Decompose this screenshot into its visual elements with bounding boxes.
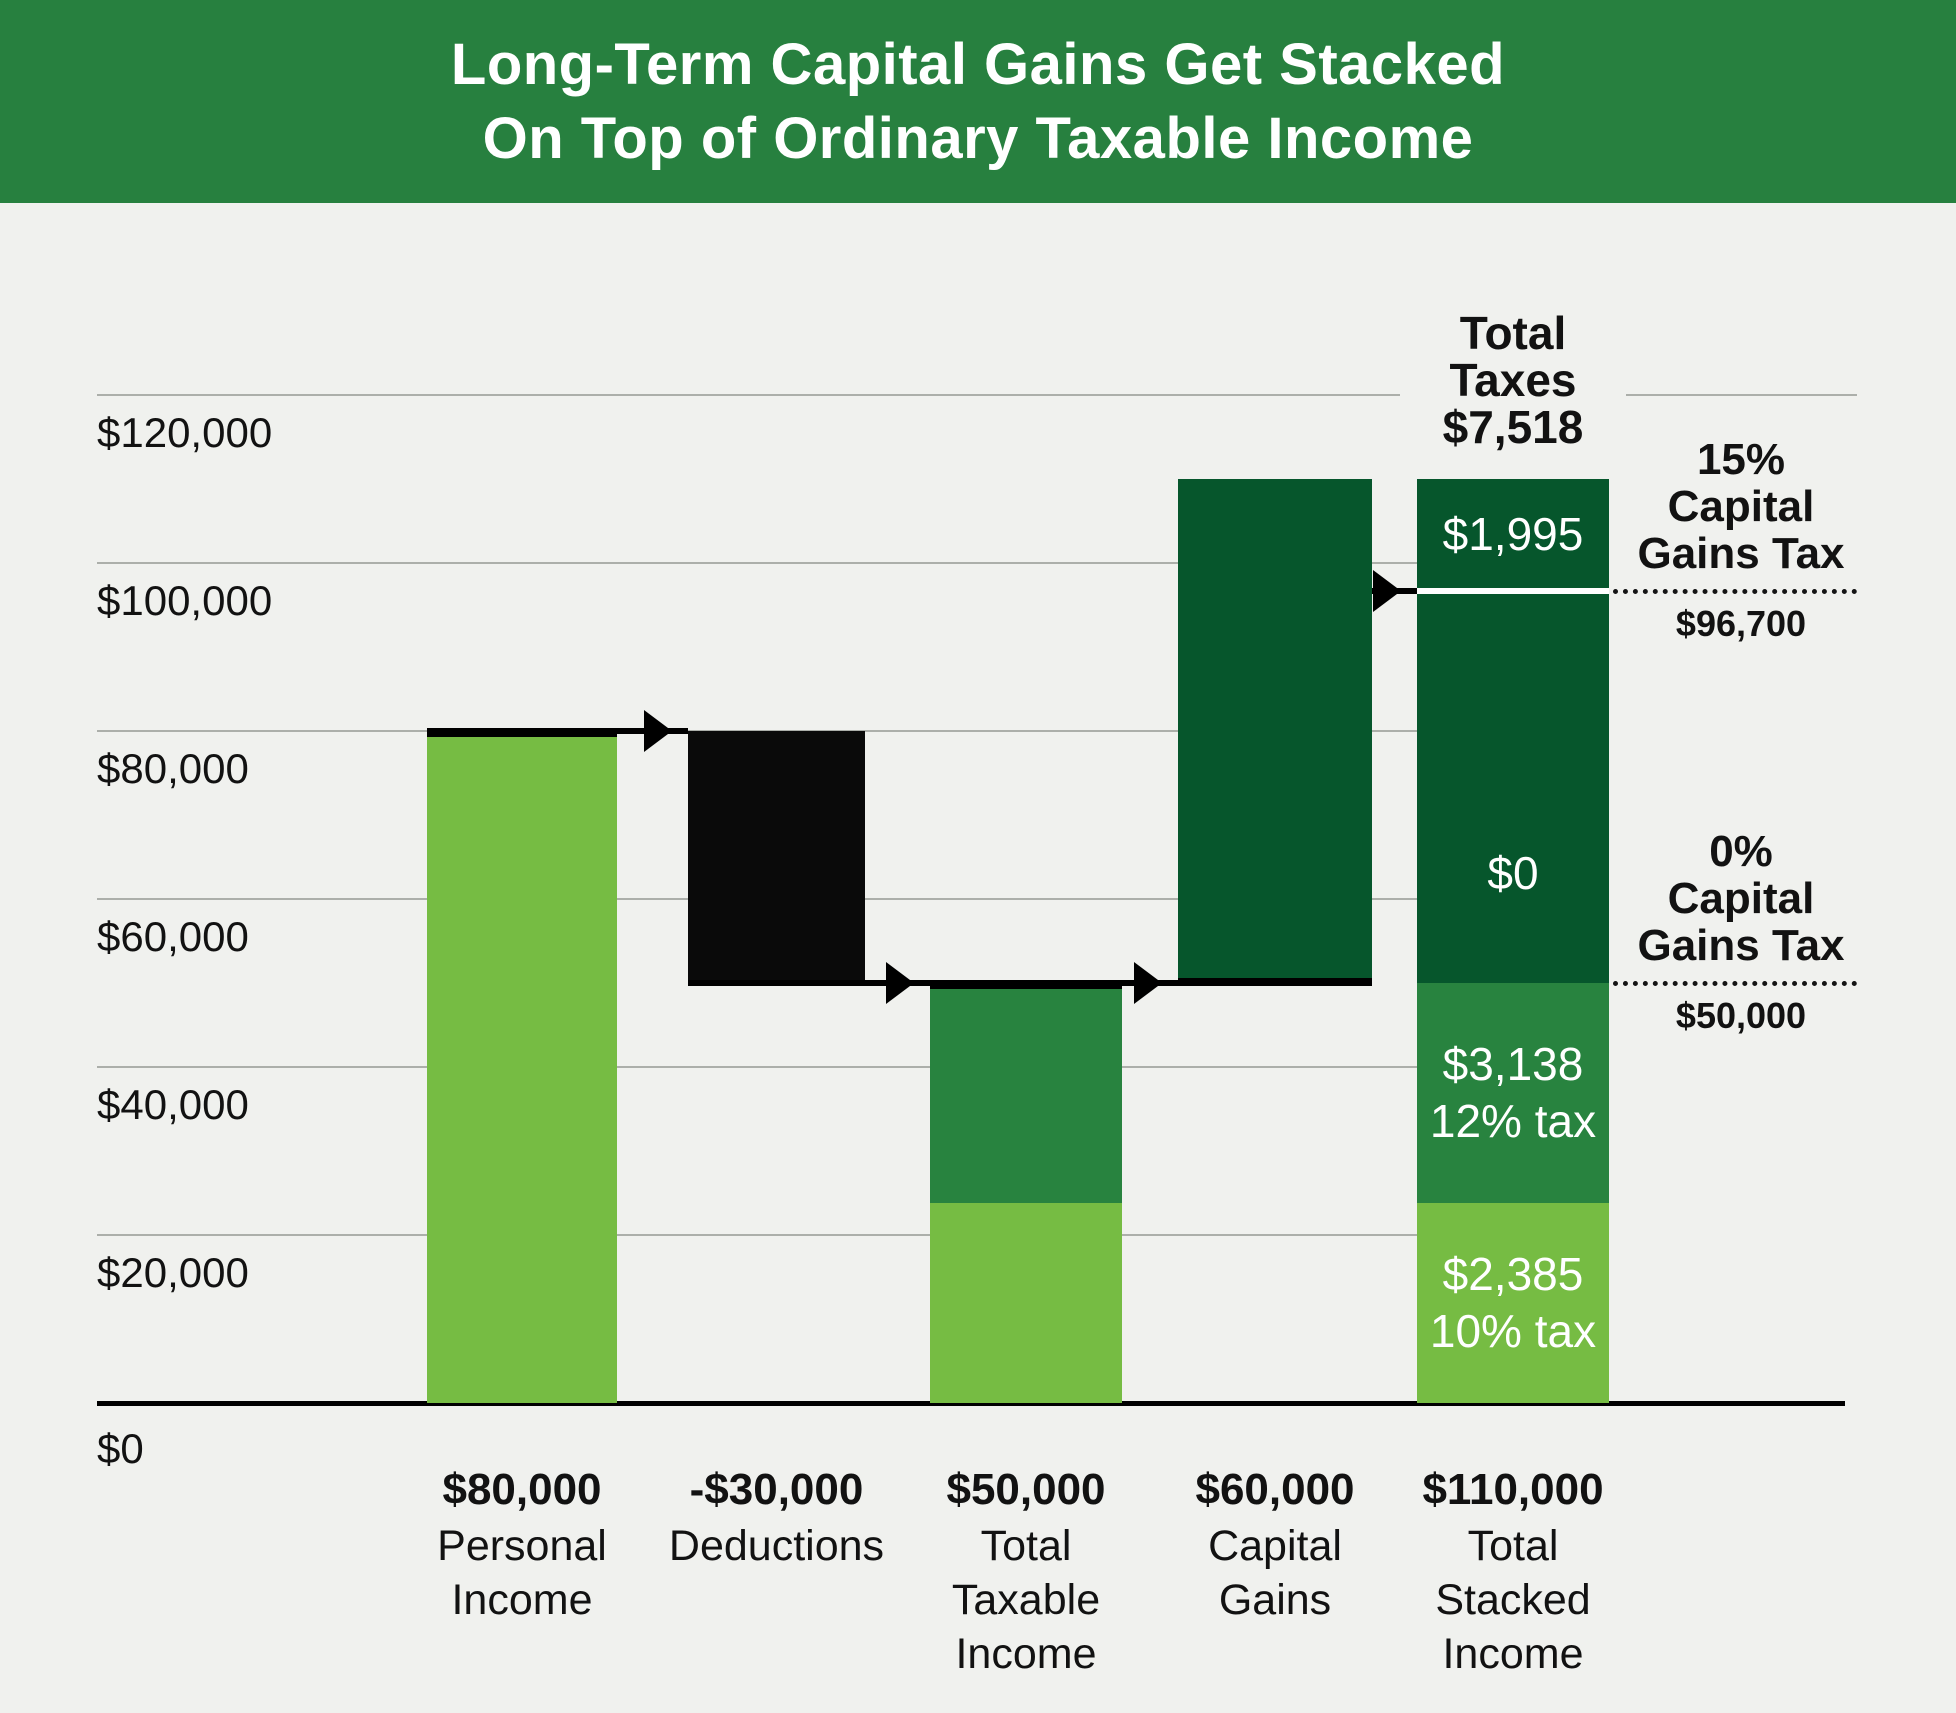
annotations-layer: Total Taxes $7,518 15% Capital Gains Tax $96,7…	[0, 203, 1956, 1713]
total-taxes-label-line: $7,518	[1442, 400, 1584, 453]
x-label-deductions: -$30,000 Deductions	[637, 1465, 917, 1573]
threshold-amount-capital-gains-15pct: $96,700	[1675, 602, 1807, 644]
x-label-amount: $60,000	[1195, 1465, 1355, 1514]
x-label-amount: $110,000	[1422, 1465, 1604, 1514]
y-axis-label-40000: $40,000	[97, 1081, 249, 1128]
bar-deductions-segment	[688, 731, 865, 983]
threshold-dotted-line-50000	[1613, 981, 1857, 986]
flow-arrowhead-icon	[1134, 962, 1162, 1004]
x-label-word: Deductions	[668, 1522, 885, 1570]
chart-title-line-2: On Top of Ordinary Taxable Income	[482, 105, 1474, 171]
x-label-capital-gains: $60,000 Capital Gains	[1135, 1465, 1415, 1627]
x-label-total-taxable-income: $50,000 Total Taxable Income	[886, 1465, 1166, 1681]
x-label-word: Taxable	[951, 1576, 1101, 1624]
flow-arrowhead-icon	[644, 710, 672, 752]
bar-total-taxable-income-segment	[930, 1202, 1122, 1403]
x-label-total-stacked-income: $110,000 Total Stacked Income	[1373, 1465, 1653, 1681]
gridline-120000	[97, 394, 1857, 396]
threshold-dotted-line-96700	[1613, 588, 1857, 594]
y-axis-label-20000: $20,000	[97, 1249, 249, 1296]
x-label-word: Personal	[437, 1522, 607, 1570]
x-label-word: Gains	[1218, 1576, 1332, 1624]
y-axis-label-100000: $100,000	[97, 577, 273, 624]
threshold-label-capital-gains-15pct: 15% Capital Gains Tax	[1616, 436, 1866, 577]
x-label-word: Income	[451, 1576, 593, 1624]
x-label-word: Income	[1442, 1630, 1584, 1678]
bar-capital-gains-segment	[1178, 479, 1372, 983]
flow-arrow-line	[427, 728, 688, 734]
title-banner: Long-Term Capital Gains Get Stacked On T…	[0, 0, 1956, 203]
threshold-label-capital-gains-0pct: 0% Capital Gains Tax	[1616, 828, 1866, 969]
threshold-label-line: Gains Tax	[1637, 528, 1845, 578]
threshold-label-line: Capital	[1667, 874, 1815, 923]
arrows-layer	[0, 203, 1956, 1713]
total-taxes-label-line: Total	[1459, 306, 1567, 359]
total-taxes-label-line: Taxes	[1449, 353, 1577, 406]
flow-arrowhead-icon	[886, 962, 914, 1004]
threshold-label-line: Capital	[1667, 481, 1815, 531]
gridline-40000	[97, 1066, 1609, 1068]
y-axis-label-80000: $80,000	[97, 745, 249, 792]
x-label-word: Total	[980, 1522, 1072, 1570]
threshold-amount-capital-gains-0pct: $50,000	[1675, 995, 1807, 1036]
total-taxes-label: Total Taxes $7,518	[1400, 298, 1626, 462]
x-axis-line	[97, 1401, 1845, 1406]
y-axis-label-60000: $60,000	[97, 913, 249, 960]
x-label-word: Capital	[1208, 1522, 1342, 1570]
x-label-amount: $80,000	[442, 1465, 602, 1514]
flow-arrow-line	[688, 980, 1372, 986]
x-axis-labels-layer: $80,000 Personal Income -$30,000 Deductions $…	[0, 203, 1956, 1713]
x-label-amount: $50,000	[946, 1465, 1106, 1514]
bar-total-stacked-income-segment	[1417, 1202, 1609, 1403]
waterfall-chart: $0 $20,000 $40,000 $60,000 $80,000 $100,000 $1…	[0, 203, 1956, 1713]
x-label-word: Income	[955, 1630, 1097, 1678]
x-label-amount: -$30,000	[689, 1465, 864, 1514]
bar-total-stacked-income-segment	[1417, 590, 1609, 983]
y-axis-labels-layer: $0 $20,000 $40,000 $60,000 $80,000 $100,000 $1…	[0, 203, 1956, 1713]
x-label-word: Stacked	[1435, 1576, 1591, 1624]
bars-layer: $2,385 10% tax $3,138 12% tax $0 $1,995	[0, 203, 1956, 1713]
threshold-label-line: 15%	[1696, 434, 1786, 484]
gridline-100000	[97, 562, 1609, 564]
bar-total-stacked-income-segment	[1417, 983, 1609, 1203]
y-axis-label-120000: $120,000	[97, 409, 273, 456]
y-axis-label-0: $0	[97, 1425, 144, 1472]
flow-arrowhead-icon	[1373, 569, 1401, 612]
bar-personal-income-segment	[427, 731, 617, 1403]
threshold-label-line: 0%	[1709, 827, 1773, 876]
gridline-20000	[97, 1234, 1609, 1236]
x-label-personal-income: $80,000 Personal Income	[382, 1465, 662, 1627]
chart-title-line-1: Long-Term Capital Gains Get Stacked	[450, 31, 1506, 97]
bar-total-stacked-income-divider	[1417, 587, 1609, 594]
bar-total-stacked-income-segment	[1417, 479, 1609, 591]
threshold-label-line: Gains Tax	[1637, 921, 1845, 970]
x-label-word: Total	[1467, 1522, 1559, 1570]
